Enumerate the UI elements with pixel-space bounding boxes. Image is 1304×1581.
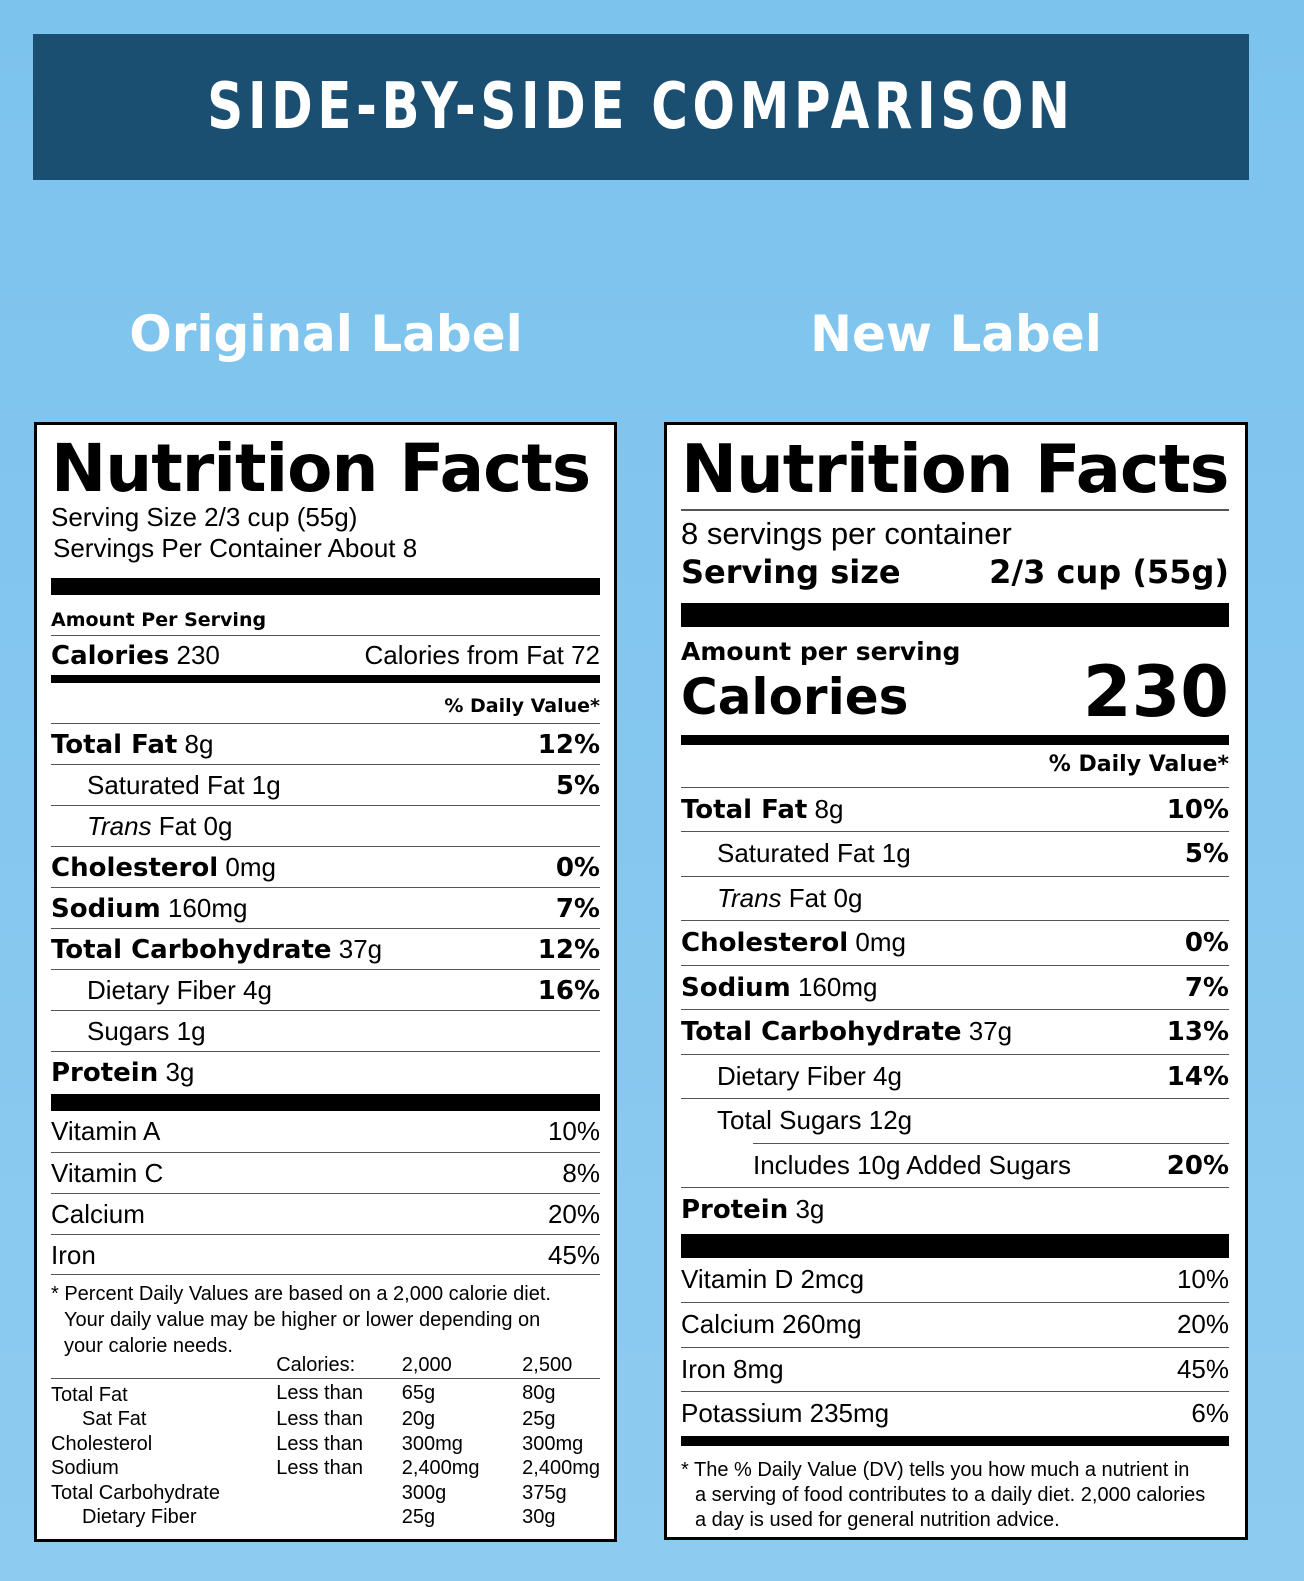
serving-size-row: Serving size 2/3 cup (55g)	[681, 553, 1229, 591]
table-row: Cholesterol Less than 300mg 300mg	[51, 1432, 584, 1455]
nutrient-row-trans-fat: Trans Fat 0g	[681, 875, 1229, 921]
daily-value-header: % Daily Value*	[444, 695, 600, 717]
vitamin-row: Calcium 20%	[51, 1193, 600, 1234]
table-header-row: Calories: 2,000 2,500	[51, 1353, 600, 1378]
nutrition-facts-title: Nutrition Facts	[51, 430, 591, 507]
table-row: Total Carbohydrate 300g 375g	[51, 1481, 567, 1504]
nutrient-row-cholesterol: Cholesterol 0mg 0%	[681, 920, 1229, 965]
daily-value-header: % Daily Value*	[1048, 751, 1229, 777]
nutrient-row-total-fat: Total Fat 8g 10%	[681, 786, 1229, 832]
nutrient-row-protein: Protein 3g	[681, 1187, 1229, 1232]
thick-divider	[51, 1094, 600, 1111]
table-row: Sat Fat Less than 20g 25g	[82, 1408, 556, 1430]
daily-value-table: Calories: 2,000 2,500 Total Fat Less than…	[51, 1353, 600, 1530]
footnote-line: * The % Daily Value (DV) tells you how m…	[681, 1458, 1190, 1481]
thick-divider	[681, 1233, 1229, 1258]
nutrient-row-cholesterol: Cholesterol 0mg 0%	[51, 846, 600, 887]
nutrient-row-sugars: Sugars 1g	[51, 1010, 600, 1051]
nutrient-row-sodium: Sodium 160mg 7%	[51, 887, 600, 928]
nutrient-row-total-fat: Total Fat 8g 12%	[51, 723, 600, 764]
table-row: Sodium Less than 2,400mg 2,400mg	[51, 1457, 600, 1479]
calories-row: Calories 230	[681, 657, 1229, 727]
medium-divider	[681, 734, 1229, 745]
nutrient-row-protein: Protein 3g	[51, 1051, 600, 1092]
medium-divider	[51, 675, 600, 683]
vitamin-row: Vitamin C 8%	[51, 1152, 600, 1193]
footnote-line: your calorie needs.	[64, 1335, 233, 1357]
vitamin-row: Potassium 235mg 6%	[681, 1391, 1229, 1436]
new-label-heading: New Label	[810, 305, 1102, 363]
nutrient-row-sodium: Sodium 160mg 7%	[681, 964, 1229, 1010]
nutrient-row-saturated-fat: Saturated Fat 1g 5%	[51, 764, 600, 805]
footnote-line: a day is used for general nutrition advi…	[695, 1508, 1060, 1531]
serving-size: Serving Size 2/3 cup (55g)	[51, 502, 358, 532]
nutrient-row-added-sugars: Includes 10g Added Sugars 20%	[753, 1142, 1229, 1188]
servings-per-container: Servings Per Container About 8	[53, 533, 418, 563]
nutrient-row-dietary-fiber: Dietary Fiber 4g 14%	[681, 1053, 1229, 1099]
calories-value: 230	[1082, 650, 1229, 733]
vitamin-row: Iron 45%	[51, 1234, 600, 1275]
calories-label: Calories	[681, 667, 909, 726]
nutrient-row-trans-fat: Trans Fat 0g	[51, 805, 600, 846]
original-nutrition-label: Nutrition Facts Serving Size 2/3 cup (55…	[34, 422, 617, 1542]
new-nutrition-label: Nutrition Facts 8 servings per container…	[664, 422, 1248, 1540]
nutrition-facts-title: Nutrition Facts	[681, 430, 1230, 508]
nutrient-row-total-carbohydrate: Total Carbohydrate 37g 12%	[51, 928, 600, 969]
footnote-line: Your daily value may be higher or lower …	[64, 1309, 541, 1331]
banner-title: SIDE-BY-SIDE COMPARISON	[207, 70, 1075, 144]
servings-per-container: 8 servings per container	[681, 515, 1012, 551]
serving-size-value: 2/3 cup (55g)	[989, 552, 1229, 591]
thick-divider	[681, 602, 1229, 627]
table-row: Total Fat Less than 65g 80g	[51, 1381, 556, 1406]
footnote-line: * Percent Daily Values are based on a 2,…	[51, 1283, 551, 1305]
nutrient-row-dietary-fiber: Dietary Fiber 4g 16%	[51, 969, 600, 1010]
original-label-heading: Original Label	[129, 305, 523, 363]
vitamin-row: Vitamin A 10%	[51, 1116, 600, 1146]
nutrient-row-total-sugars: Total Sugars 12g	[681, 1098, 1229, 1143]
amount-per-serving: Amount per serving	[681, 636, 961, 666]
vitamin-row: Vitamin D 2mcg 10%	[681, 1263, 1229, 1294]
thick-divider	[51, 578, 600, 595]
calories-from-fat: Calories from Fat 72	[364, 640, 600, 670]
banner: SIDE-BY-SIDE COMPARISON	[33, 34, 1249, 180]
amount-per-serving: Amount Per Serving	[51, 609, 267, 631]
vitamin-row: Iron 8mg 45%	[681, 1346, 1229, 1392]
serving-size-label: Serving size	[681, 552, 901, 591]
medium-divider	[681, 1435, 1229, 1446]
footnote-line: a serving of food contributes to a daily…	[695, 1483, 1206, 1506]
table-row: Dietary Fiber 25g 30g	[82, 1506, 556, 1528]
calories-value: 230	[176, 640, 220, 670]
thin-divider	[681, 509, 1229, 511]
calories-row: Calories 230 Calories from Fat 72	[51, 635, 600, 675]
vitamin-row: Calcium 260mg 20%	[681, 1302, 1229, 1347]
calories-label: Calories	[51, 641, 170, 671]
nutrient-row-saturated-fat: Saturated Fat 1g 5%	[681, 831, 1229, 876]
nutrient-row-total-carbohydrate: Total Carbohydrate 37g 13%	[681, 1009, 1229, 1054]
